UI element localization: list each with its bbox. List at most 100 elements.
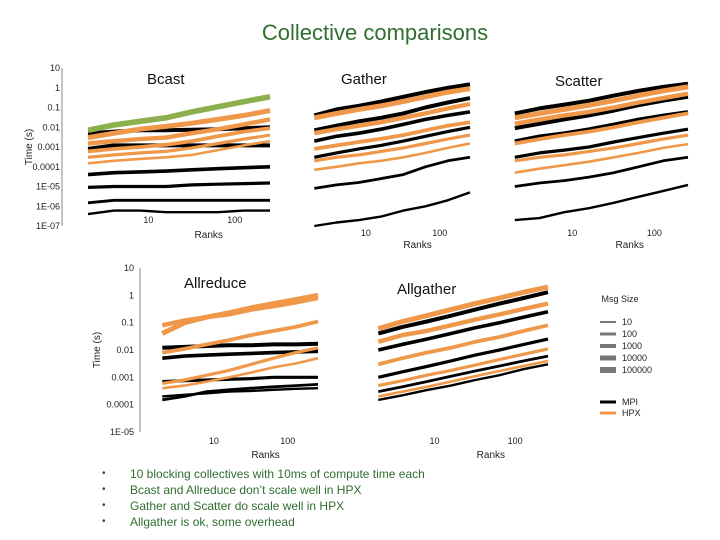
- y-tick-label: 1: [129, 290, 134, 300]
- x-tick-label: 100: [280, 436, 295, 446]
- y-tick-label: 0.1: [121, 318, 134, 328]
- series-line-hpx-100: [162, 346, 319, 385]
- x-axis-label: Ranks: [251, 450, 279, 461]
- x-tick-label: 10: [209, 436, 219, 446]
- series-line-mpi-100000: [514, 94, 689, 131]
- x-axis-label: Ranks: [403, 240, 431, 251]
- y-tick-label: 0.01: [42, 122, 60, 132]
- y-tick-label: 1E-06: [36, 201, 60, 211]
- x-tick-label: 100: [227, 215, 242, 225]
- series-line-hpx-10000: [377, 301, 549, 344]
- x-tick-label: 100: [647, 228, 662, 238]
- series-line-hpx-100000: [377, 284, 549, 332]
- x-tick-label: 10: [143, 215, 153, 225]
- series-line-mpi-1000: [313, 125, 471, 159]
- series-line-mpi-1000: [87, 181, 271, 189]
- series-line-hpx-10000: [87, 117, 271, 146]
- legend-impl-label: MPI: [622, 397, 638, 407]
- series-line-mpi-10: [87, 209, 270, 216]
- series-line-hpx-1000: [377, 323, 549, 367]
- series-line-mpi-10000: [313, 110, 471, 143]
- series-line-hpx-100000: [514, 84, 689, 121]
- series-line-hpx-10: [87, 139, 271, 165]
- series-line-mpi-100: [162, 383, 319, 402]
- series-line-mpi-10: [378, 363, 549, 402]
- x-axis-label: Ranks: [616, 240, 644, 251]
- bullet-list: 10 blocking collectives with 10ms of com…: [100, 466, 425, 530]
- x-tick-label: 10: [361, 228, 371, 238]
- legend-size-label: 100: [622, 329, 637, 339]
- y-tick-label: 1: [55, 83, 60, 93]
- y-axis-label: Time (s): [24, 129, 35, 165]
- series-line-mpi-100: [314, 155, 471, 190]
- series-line-hpx-1000000: [87, 94, 271, 134]
- series-line-hpx-100: [314, 133, 471, 163]
- panel-title: Bcast: [147, 71, 185, 88]
- y-axis-label: Time (s): [92, 332, 103, 368]
- series-line-hpx-100000: [87, 108, 271, 141]
- series-line-mpi-1000: [377, 337, 549, 379]
- series-line-hpx-100: [377, 347, 549, 388]
- x-tick-label: 100: [508, 436, 523, 446]
- y-tick-label: 0.0001: [32, 162, 60, 172]
- legend-size-label: 100000: [622, 365, 652, 375]
- legend-impl-label: HPX: [622, 408, 641, 418]
- series-line-mpi-10: [514, 183, 689, 222]
- y-tick-label: 1E-05: [36, 182, 60, 192]
- panel-title: Scatter: [555, 73, 603, 90]
- legend-title: Msg Size: [601, 294, 638, 304]
- series-line-mpi-10000: [514, 110, 689, 143]
- series-line-hpx-10: [162, 356, 319, 390]
- series-line-mpi-100: [378, 354, 549, 393]
- legend-size-label: 10: [622, 317, 632, 327]
- y-tick-label: 0.001: [37, 142, 60, 152]
- series-line-mpi-100: [87, 198, 270, 205]
- series-line-hpx-1000: [161, 319, 319, 355]
- bullet-item: Gather and Scatter do scale well in HPX: [100, 498, 425, 514]
- series-line-mpi-1000: [514, 127, 689, 159]
- series-line-hpx-1000: [514, 111, 689, 146]
- y-tick-label: 0.01: [116, 345, 134, 355]
- series-line-hpx-10: [314, 142, 471, 172]
- series-line-mpi-1000000: [514, 81, 689, 116]
- y-tick-label: 10: [124, 263, 134, 273]
- series-line-mpi-1000000: [313, 82, 471, 118]
- series-line-hpx-10000: [313, 101, 471, 136]
- y-tick-label: 0.0001: [106, 400, 134, 410]
- x-tick-label: 10: [567, 228, 577, 238]
- series-line-hpx-100: [514, 133, 689, 163]
- y-tick-label: 0.1: [47, 103, 60, 113]
- y-tick-label: 1E-07: [36, 221, 60, 231]
- legend-size-label: 10000: [622, 353, 647, 363]
- y-tick-label: 10: [50, 63, 60, 73]
- series-line-hpx-10: [514, 142, 689, 174]
- y-tick-label: 1E-05: [110, 427, 134, 437]
- y-tick-label: 0.001: [111, 372, 134, 382]
- series-line-mpi-10: [314, 191, 471, 228]
- x-axis-label: Ranks: [195, 230, 223, 241]
- series-line-mpi-10000: [87, 165, 271, 177]
- x-tick-label: 10: [430, 436, 440, 446]
- series-line-mpi-10000: [377, 310, 549, 352]
- bullet-item: Bcast and Allreduce don’t scale well in …: [100, 482, 425, 498]
- series-line-hpx-100000: [313, 86, 471, 121]
- panel-title: Allreduce: [184, 275, 247, 292]
- series-line-mpi-100000: [313, 96, 471, 133]
- series-line-hpx-1000: [87, 126, 271, 154]
- x-tick-label: 100: [432, 228, 447, 238]
- series-line-hpx-1000: [314, 120, 471, 151]
- series-line-hpx-100000: [161, 292, 319, 336]
- bullet-item: Allgather is ok, some overhead: [100, 514, 425, 530]
- panel-title: Gather: [341, 71, 387, 88]
- series-line-hpx-100: [87, 133, 271, 159]
- series-line-hpx-10: [378, 359, 549, 398]
- x-axis-label: Ranks: [477, 450, 505, 461]
- series-line-mpi-100: [514, 155, 689, 188]
- legend-size-label: 1000: [622, 341, 642, 351]
- series-line-mpi-100000: [377, 290, 549, 336]
- bullet-item: 10 blocking collectives with 10ms of com…: [100, 466, 425, 482]
- slide-title: Collective comparisons: [261, 20, 489, 45]
- series-line-hpx-10000: [514, 91, 689, 126]
- panel-title: Allgather: [397, 281, 456, 298]
